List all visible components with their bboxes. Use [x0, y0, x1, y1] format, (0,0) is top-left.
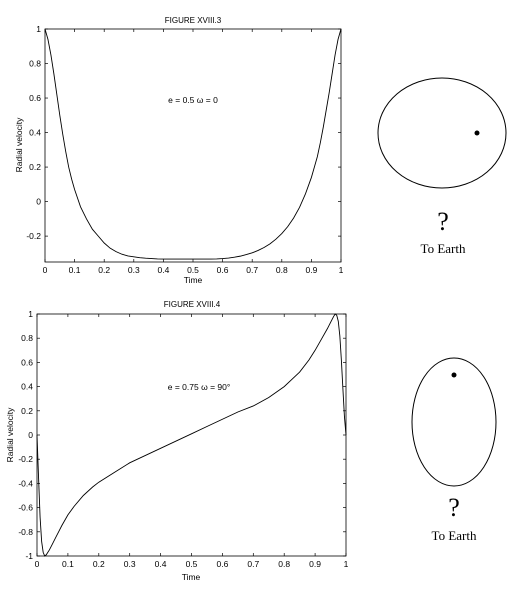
- to-earth-label: To Earth: [432, 528, 477, 543]
- x-tick-label: 0.9: [305, 265, 317, 275]
- y-tick-label: 0.8: [21, 333, 33, 343]
- x-tick-label: 0.1: [69, 265, 81, 275]
- x-tick-label: 0: [35, 559, 40, 569]
- orbit-diagram-1: ? To Earth: [377, 77, 507, 256]
- y-tick-label: 0.6: [29, 93, 41, 103]
- x-tick-label: 0.7: [246, 265, 258, 275]
- y-tick-label: 0.2: [29, 162, 41, 172]
- x-tick-label: 0.6: [217, 265, 229, 275]
- y-tick-label: -0.2: [26, 231, 41, 241]
- tick-group: [44, 28, 342, 262]
- x-tick-label: 0.9: [309, 559, 321, 569]
- x-tick-label: 0.4: [155, 559, 167, 569]
- to-earth-label: To Earth: [421, 241, 466, 256]
- y-tick-label: 0: [28, 430, 33, 440]
- chart-title: FIGURE XVIII.3: [165, 16, 222, 25]
- y-tick-label: 0.4: [21, 382, 33, 392]
- x-tick-label: 0.3: [128, 265, 140, 275]
- y-tick-label: 0: [36, 197, 41, 207]
- x-tick-label: 1: [344, 559, 349, 569]
- orbit-ellipse: [377, 77, 507, 189]
- chart-figure-xviii-3: FIGURE XVIII.3 0 0.1 0.2 0.3 0.4 0.5 0.6 0.7 0.8…: [14, 16, 344, 285]
- y-tick-label: -0.8: [18, 527, 33, 537]
- y-tick-label: 0.8: [29, 59, 41, 69]
- x-tick-label: 0.2: [93, 559, 105, 569]
- y-tick-label: 1: [36, 24, 41, 34]
- parameter-annotation: e = 0.5 ω = 0: [168, 95, 218, 105]
- y-tick-label: 1: [28, 309, 33, 319]
- x-tick-label: 0.7: [247, 559, 259, 569]
- y-tick-label: 0.2: [21, 406, 33, 416]
- orbit-ellipse: [411, 357, 497, 487]
- star-dot: [474, 130, 480, 136]
- x-tick-label: 0.8: [276, 265, 288, 275]
- x-tick-label: 0.4: [157, 265, 169, 275]
- series-line: [44, 28, 342, 260]
- y-tick-label: -0.2: [18, 454, 33, 464]
- x-tick-label: 0.3: [124, 559, 136, 569]
- plot-frame: [36, 313, 347, 557]
- plot-frame: [44, 28, 342, 263]
- tick-label-group: 0 0.1 0.2 0.3 0.4 0.5 0.6 0.7 0.8 0.9 1 -1 -0.8 -0.6 -…: [18, 309, 348, 569]
- y-tick-label: -1: [25, 551, 33, 561]
- chart-figure-xviii-4: FIGURE XVIII.4 0 0.1 0.2 0.3 0.4 0.5 0.6 0.7 0.8…: [5, 300, 349, 582]
- y-tick-label: -0.4: [18, 478, 33, 488]
- tick-group: [36, 313, 347, 557]
- x-axis-label: Time: [184, 275, 203, 285]
- question-mark: ?: [448, 493, 460, 522]
- orbit-diagram-2: ? To Earth: [411, 357, 497, 543]
- series-line: [36, 313, 347, 557]
- y-tick-label: 0.4: [29, 128, 41, 138]
- star-dot: [451, 372, 457, 378]
- y-tick-label: -0.6: [18, 503, 33, 513]
- y-axis-label: Radial velocity: [14, 117, 24, 173]
- x-tick-label: 0.5: [186, 559, 198, 569]
- x-tick-label: 0.2: [98, 265, 110, 275]
- chart-title: FIGURE XVIII.4: [164, 300, 221, 309]
- x-axis-label: Time: [182, 572, 201, 582]
- y-tick-label: 0.6: [21, 357, 33, 367]
- x-tick-label: 0.1: [62, 559, 74, 569]
- tick-label-group: 0 0.1 0.2 0.3 0.4 0.5 0.6 0.7 0.8 0.9 1 -0.2 0 0.2 0.4…: [26, 24, 343, 275]
- x-tick-label: 0: [43, 265, 48, 275]
- y-axis-label: Radial velocity: [5, 407, 15, 463]
- question-mark: ?: [437, 207, 449, 236]
- x-tick-label: 0.8: [278, 559, 290, 569]
- parameter-annotation: e = 0.75 ω = 90°: [168, 382, 231, 392]
- x-tick-label: 1: [339, 265, 344, 275]
- x-tick-label: 0.5: [187, 265, 199, 275]
- x-tick-label: 0.6: [216, 559, 228, 569]
